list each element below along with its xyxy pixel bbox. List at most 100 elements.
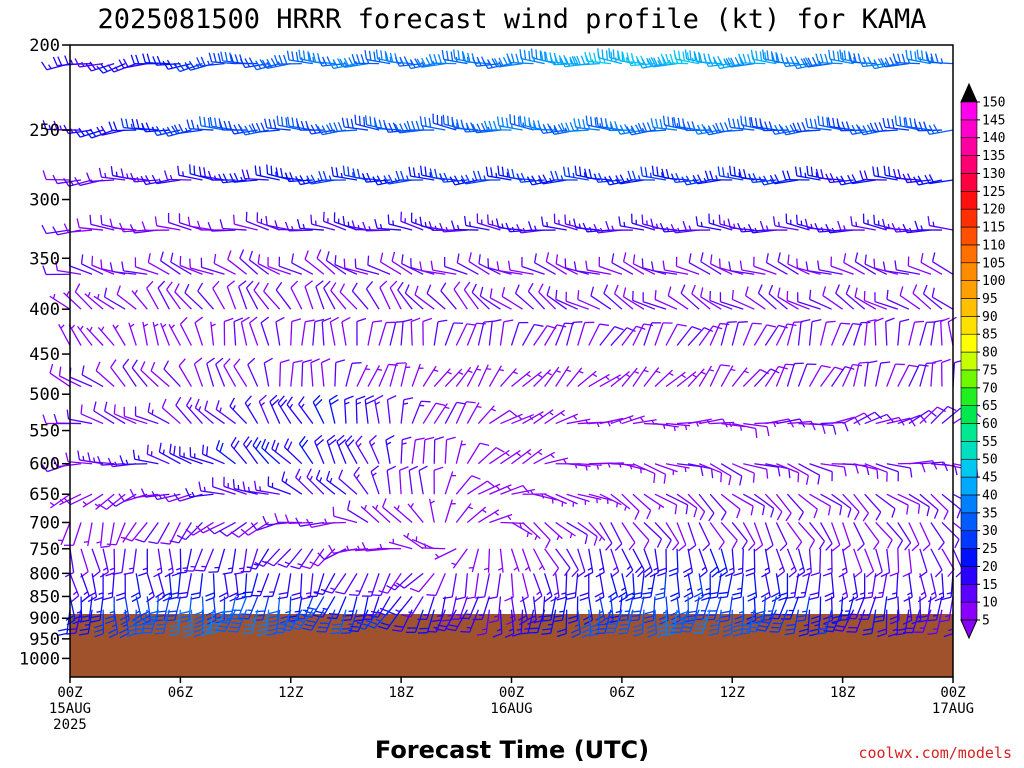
barb-shaft: [230, 444, 248, 465]
barb-flag: [155, 125, 162, 135]
barb-flag: [682, 121, 687, 131]
barb-flag: [714, 60, 721, 69]
wind-barb: [643, 493, 665, 510]
barb-shaft: [157, 522, 170, 544]
wind-barb: [886, 463, 913, 478]
barb-flag: [707, 125, 714, 135]
wind-barb: [329, 316, 339, 346]
wind-barb: [334, 255, 358, 275]
barb-flag: [400, 170, 405, 181]
wind-barb: [96, 522, 104, 547]
barb-half-flag: [681, 374, 686, 379]
barb-flag: [941, 358, 951, 364]
wind-barb: [797, 319, 811, 346]
barb-shaft: [260, 322, 270, 346]
barb-shaft: [99, 522, 104, 547]
wind-barb: [185, 521, 214, 536]
barb-flag: [489, 288, 493, 299]
barb-flag: [920, 253, 924, 263]
barb-flag: [282, 54, 288, 65]
barb-flag: [383, 175, 390, 185]
barb-flag: [891, 508, 896, 518]
barb-flag: [682, 220, 687, 231]
barb-shaft: [555, 521, 576, 537]
barb-flag: [520, 172, 526, 183]
barb-flag: [766, 426, 770, 437]
barb-shaft: [326, 440, 336, 464]
barb-flag: [112, 121, 118, 131]
barb-shaft: [774, 61, 799, 65]
barb-flag: [229, 626, 240, 629]
wind-barb: [155, 573, 166, 603]
wind-barb: [667, 286, 689, 310]
barb-flag: [886, 118, 891, 128]
barb-flag: [439, 222, 445, 233]
barb-flag: [215, 400, 220, 410]
wind-barb: [642, 548, 653, 578]
barb-shaft: [896, 269, 921, 275]
barb-flag: [299, 175, 306, 185]
barb-flag: [741, 540, 748, 550]
barb-shaft: [206, 363, 215, 387]
y-tick-label: 800: [29, 564, 60, 584]
barb-shaft: [809, 298, 832, 310]
wind-barb: [792, 122, 821, 133]
barb-flag: [352, 168, 356, 178]
wind-barb: [179, 596, 193, 624]
wind-barb: [808, 318, 822, 346]
barb-flag: [686, 121, 692, 131]
barb-flag: [838, 596, 848, 603]
barb-shaft: [565, 609, 568, 634]
wind-barb: [846, 596, 866, 620]
barb-shaft: [124, 415, 148, 425]
barb-shaft: [653, 270, 678, 275]
barb-flag: [341, 316, 351, 323]
barb-flag: [298, 49, 301, 60]
barb-shaft: [533, 325, 548, 346]
barb-half-flag: [700, 221, 703, 227]
wind-barb: [367, 255, 391, 275]
wind-barb: [478, 483, 501, 495]
wind-barb: [842, 463, 870, 476]
barb-flag: [106, 543, 117, 546]
barb-flag: [814, 222, 820, 233]
barb-flag: [221, 614, 232, 618]
barb-flag: [42, 120, 47, 130]
barb-half-flag: [744, 370, 749, 374]
barb-flag: [58, 628, 68, 632]
barb-half-flag: [460, 178, 465, 184]
barb-shaft: [479, 295, 501, 310]
barb-flag: [372, 320, 383, 323]
barb-half-flag: [207, 60, 211, 66]
wind-barb: [411, 536, 435, 550]
wind-barb: [108, 609, 119, 639]
wind-barb: [895, 609, 910, 636]
barb-shaft: [347, 509, 369, 524]
wind-barb: [668, 548, 679, 577]
barb-flag: [230, 54, 235, 64]
barb-flag: [399, 123, 405, 133]
barb-half-flag: [356, 474, 360, 479]
barb-flag: [920, 50, 924, 60]
wind-barb: [330, 282, 347, 310]
barb-flag: [197, 282, 204, 292]
wind-barb: [466, 442, 490, 465]
barb-half-flag: [887, 223, 891, 229]
wind-barb: [676, 371, 697, 388]
wind-barb: [528, 609, 546, 634]
barb-shaft: [621, 493, 640, 512]
barb-half-flag: [655, 370, 661, 374]
wind-barb: [920, 253, 943, 275]
wind-barb: [708, 213, 733, 231]
barb-flag: [207, 117, 211, 128]
wind-barb: [116, 573, 126, 602]
barb-shaft: [830, 323, 842, 346]
barb-flag: [821, 365, 831, 369]
barb-flag: [785, 512, 792, 522]
barb-shaft: [58, 324, 71, 346]
wind-barb: [433, 403, 450, 424]
barb-flag: [633, 628, 643, 633]
barb-shaft: [908, 364, 920, 387]
barb-flag: [608, 175, 615, 185]
barb-half-flag: [688, 225, 692, 231]
